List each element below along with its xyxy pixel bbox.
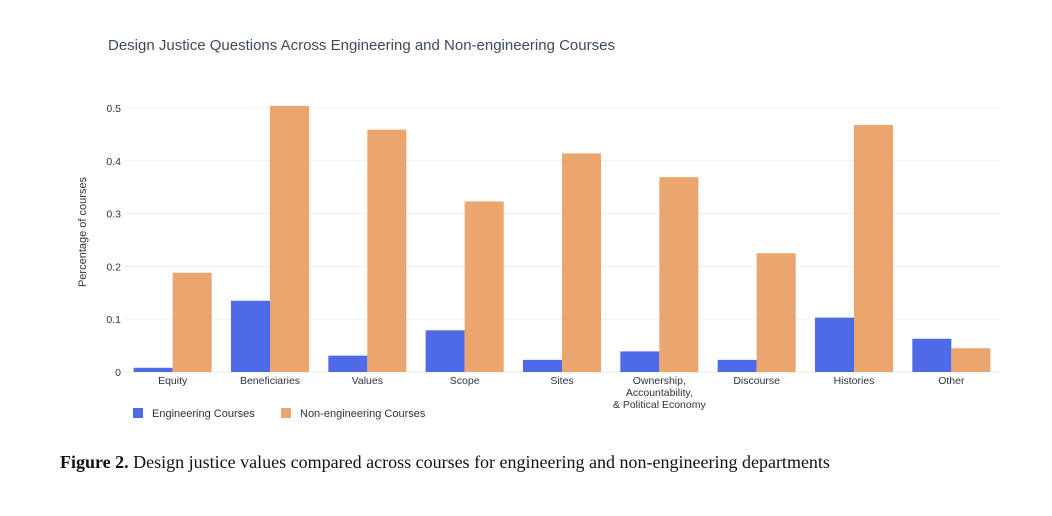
y-tick-label: 0.3 (106, 209, 121, 221)
x-tick-label: Accountability, (626, 387, 693, 399)
legend[interactable]: Engineering Courses Non-engineering Cour… (133, 408, 426, 420)
bar-non-engineering (367, 129, 407, 372)
x-tick-label: Histories (834, 375, 875, 387)
y-tick-label: 0.2 (106, 261, 121, 273)
y-tick-label: 0.4 (106, 156, 121, 168)
bars (133, 105, 991, 372)
chart-title: Design Justice Questions Across Engineer… (108, 37, 615, 54)
bar-non-engineering (659, 177, 699, 372)
bar-engineering (717, 359, 757, 372)
legend-label-non-engineering: Non-engineering Courses (300, 408, 426, 420)
legend-swatch-engineering (133, 408, 143, 418)
bar-engineering (523, 359, 562, 372)
legend-label-engineering: Engineering Courses (152, 408, 255, 420)
bar-engineering (912, 338, 952, 372)
y-tick-label: 0 (115, 367, 121, 379)
caption-label: Figure 2. (60, 452, 129, 472)
bar-engineering (231, 300, 270, 372)
bar-non-engineering (270, 105, 309, 372)
bar-engineering (815, 317, 854, 372)
caption-text: Design justice values compared across co… (128, 452, 830, 472)
bar-non-engineering (951, 348, 991, 372)
bar-engineering (328, 355, 368, 372)
bar-engineering (133, 367, 173, 372)
y-axis-ticks: 0 0.1 0.2 0.3 0.4 0.5 (106, 103, 121, 379)
bar-non-engineering (756, 253, 796, 372)
x-tick-label: Ownership, (633, 375, 686, 387)
bar-engineering (620, 351, 660, 372)
bar-non-engineering (562, 153, 601, 372)
x-tick-label: Other (938, 375, 965, 387)
bar-non-engineering (464, 201, 504, 372)
x-tick-label: & Political Economy (613, 399, 707, 411)
bar-non-engineering (854, 124, 893, 372)
legend-swatch-non-engineering (281, 408, 291, 418)
bar-non-engineering (172, 272, 212, 372)
x-tick-label: Equity (158, 375, 188, 387)
x-tick-label: Scope (450, 375, 480, 387)
x-tick-label: Discourse (733, 375, 780, 387)
x-tick-label: Values (352, 375, 383, 387)
y-tick-label: 0.1 (106, 314, 121, 326)
x-tick-label: Sites (550, 375, 573, 387)
y-axis-label: Percentage of courses (77, 176, 89, 287)
x-axis-ticks: Equity Beneficiaries Values Scope Sites Owner… (158, 375, 965, 411)
y-tick-label: 0.5 (106, 103, 121, 115)
figure-caption: Figure 2. Design justice values compared… (60, 452, 1040, 473)
x-tick-label: Beneficiaries (240, 375, 300, 387)
bar-engineering (425, 330, 465, 372)
